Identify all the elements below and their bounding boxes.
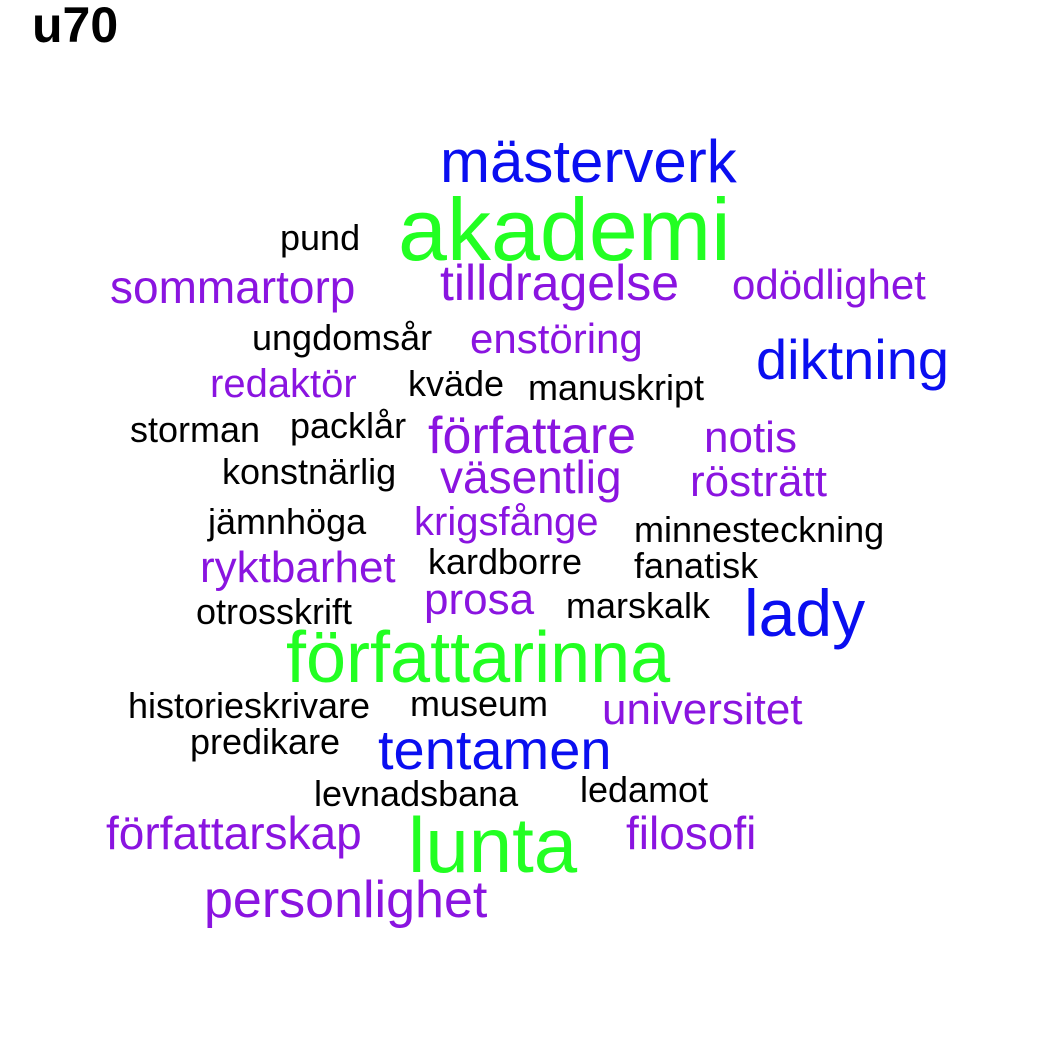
word-22: ryktbarhet bbox=[200, 543, 396, 592]
word-16: konstnärlig bbox=[222, 451, 397, 492]
word-17: väsentlig bbox=[440, 451, 622, 503]
word-15: notis bbox=[704, 413, 797, 462]
word-28: otrosskrift bbox=[196, 591, 353, 632]
word-19: jämnhöga bbox=[208, 501, 367, 542]
word-37: författarskap bbox=[106, 807, 362, 859]
word-6: ungdomsår bbox=[252, 317, 433, 358]
word-38: lunta bbox=[408, 801, 578, 889]
word-0: mästerverk bbox=[440, 128, 737, 195]
word-2: pund bbox=[280, 217, 361, 258]
word-32: universitet bbox=[602, 685, 803, 734]
word-7: enstöring bbox=[470, 315, 643, 362]
word-29: författarinna bbox=[286, 618, 671, 698]
word-25: prosa bbox=[424, 575, 535, 624]
word-34: tentamen bbox=[378, 718, 612, 781]
word-4: tilldragelse bbox=[440, 255, 680, 311]
word-24: fanatisk bbox=[634, 545, 759, 586]
word-14: författare bbox=[428, 407, 637, 465]
page-title: u70 bbox=[32, 0, 119, 53]
word-35: levnadsbana bbox=[314, 773, 519, 814]
word-3: sommartorp bbox=[110, 261, 356, 313]
word-11: manuskript bbox=[528, 367, 705, 408]
word-27: lady bbox=[744, 576, 866, 650]
word-10: kväde bbox=[408, 363, 505, 404]
word-23: kardborre bbox=[428, 541, 583, 582]
word-30: historieskrivare bbox=[128, 685, 371, 726]
word-13: packlår bbox=[290, 405, 407, 446]
word-9: redaktör bbox=[210, 362, 357, 406]
word-12: storman bbox=[130, 409, 261, 450]
word-33: predikare bbox=[190, 721, 341, 762]
word-31: museum bbox=[410, 683, 549, 724]
word-40: personlighet bbox=[204, 871, 488, 929]
word-5: odödlighet bbox=[732, 261, 926, 308]
word-20: krigsfånge bbox=[414, 500, 599, 544]
word-21: minnesteckning bbox=[634, 509, 885, 550]
word-1: akademi bbox=[398, 180, 731, 279]
word-26: marskalk bbox=[566, 585, 711, 626]
word-18: rösträtt bbox=[690, 457, 827, 506]
word-8: diktning bbox=[756, 328, 950, 391]
word-36: ledamot bbox=[580, 769, 709, 810]
word-39: filosofi bbox=[626, 807, 757, 859]
